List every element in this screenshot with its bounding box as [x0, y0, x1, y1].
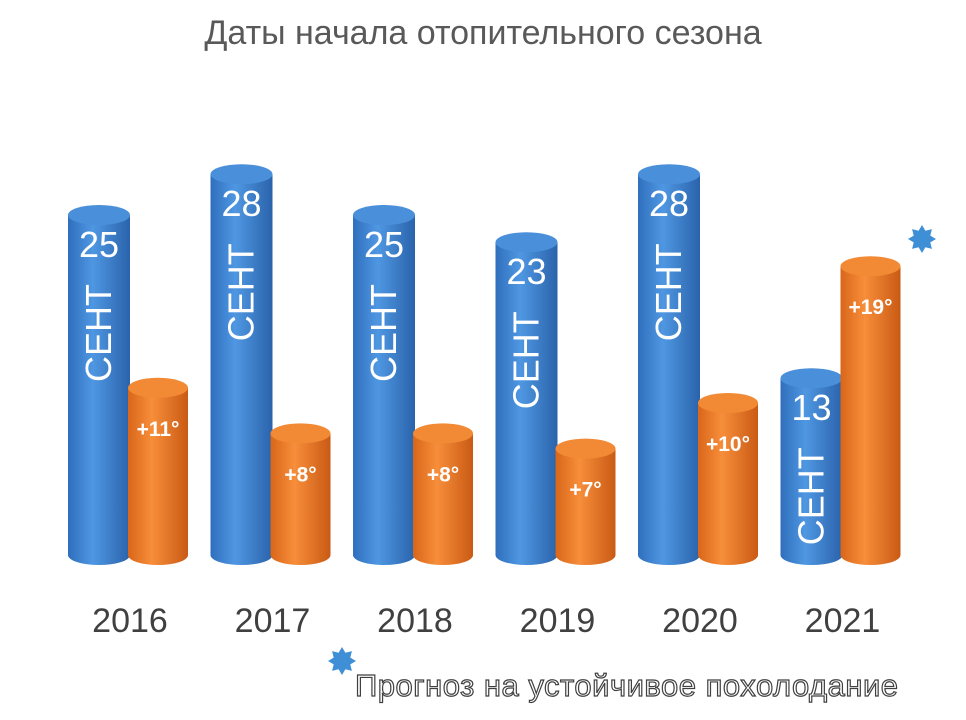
date-value-label: 28	[649, 183, 689, 224]
temperature-label: +10°	[706, 433, 750, 456]
year-tick-label: 2020	[662, 602, 738, 640]
date-value-label: 25	[79, 224, 119, 265]
temperature-label: +7°	[569, 479, 601, 502]
year-tick-label: 2018	[377, 602, 453, 640]
month-label: СЕНТ	[506, 311, 547, 409]
star-icon	[328, 647, 356, 675]
year-tick-label: 2016	[92, 602, 168, 640]
date-value-label: 23	[506, 251, 546, 292]
bar-date	[68, 205, 130, 565]
month-label: СЕНТ	[221, 243, 262, 341]
bar-date	[638, 164, 700, 565]
year-tick-label: 2021	[805, 602, 881, 640]
bar-date	[210, 164, 273, 565]
year-tick-label: 2017	[235, 602, 311, 640]
month-label: СЕНТ	[363, 284, 404, 382]
date-value-label: 25	[364, 224, 404, 265]
month-label: СЕНТ	[791, 447, 832, 545]
bar-temperature	[128, 377, 188, 565]
date-value-label: 28	[221, 183, 261, 224]
year-tick-label: 2019	[520, 602, 596, 640]
bar-date	[495, 232, 558, 565]
bar-temperature	[413, 423, 473, 565]
bar-temperature	[698, 393, 758, 565]
chart-title: Даты начала отопительного сезона	[204, 14, 762, 52]
temperature-label: +8°	[284, 463, 316, 486]
forecast-footnote: Прогноз на устойчивое похолодание	[354, 667, 899, 703]
bar-temperature	[555, 438, 616, 565]
date-value-label: 13	[791, 387, 831, 428]
temperature-label: +11°	[137, 418, 180, 441]
bar-temperature	[270, 423, 331, 565]
bar-date	[780, 368, 843, 565]
temperature-label: +8°	[427, 463, 459, 486]
month-label: СЕНТ	[648, 243, 689, 341]
month-label: СЕНТ	[78, 284, 119, 382]
star-icon	[908, 225, 936, 253]
temperature-label: +19°	[848, 296, 892, 319]
bar-date	[353, 205, 415, 565]
bar-temperature	[840, 256, 901, 565]
